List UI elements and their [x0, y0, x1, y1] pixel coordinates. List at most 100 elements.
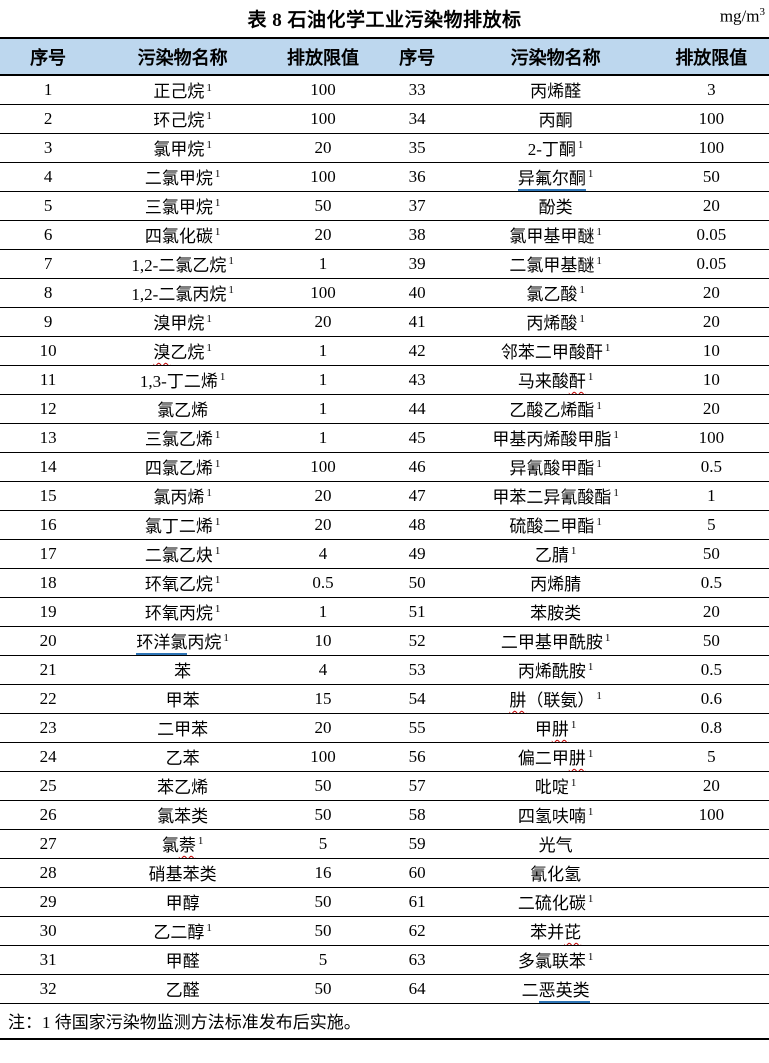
- pollutant-name-cell: 氰化氢: [457, 858, 654, 888]
- serial-cell: 39: [376, 249, 458, 279]
- pollutant-name-cell: 邻苯二甲酸酐 1: [457, 336, 654, 366]
- serial-cell: 23: [0, 713, 97, 743]
- limit-cell: 10: [269, 626, 377, 656]
- pollutant-name-cell: 氯甲基甲醚 1: [457, 220, 654, 250]
- limit-cell: 1: [269, 365, 377, 395]
- table-row: 30 乙二醇 1 50 62 苯并芘: [0, 916, 769, 946]
- table-row: 22 甲苯 15 54 肼（联氨） 1 0.6: [0, 684, 769, 714]
- serial-cell: 44: [376, 394, 458, 424]
- footnote-marker: 1: [587, 893, 594, 906]
- footnote-marker: 1: [577, 139, 584, 152]
- limit-cell: 50: [269, 916, 377, 946]
- pollutant-name-cell: 环洋氯丙烷 1: [96, 626, 270, 656]
- limit-cell: 1: [269, 249, 377, 279]
- pollutant-name-cell: 溴乙烷 1: [96, 336, 270, 366]
- serial-cell: 38: [376, 220, 458, 250]
- pollutant-name-cell: 硝基苯类: [96, 858, 270, 888]
- header-pollutant-right: 污染物名称: [457, 37, 654, 76]
- pollutant-name-cell: 三氯乙烯 1: [96, 423, 270, 453]
- limit-cell: 50: [269, 191, 377, 221]
- table-row: 10 溴乙烷 1 1 42 邻苯二甲酸酐 1 10: [0, 336, 769, 366]
- pollutant-name-cell: 溴甲烷 1: [96, 307, 270, 337]
- pollutant-name-cell: 氯丁二烯 1: [96, 510, 270, 540]
- limit-cell: 0.6: [653, 684, 769, 714]
- pollutant-name-cell: 二氯甲基醚 1: [457, 249, 654, 279]
- limit-cell: 100: [269, 278, 377, 308]
- limit-cell: 5: [653, 742, 769, 772]
- serial-cell: 16: [0, 510, 97, 540]
- footnote-marker: 1: [604, 342, 611, 355]
- serial-cell: 52: [376, 626, 458, 656]
- limit-cell: 1: [269, 336, 377, 366]
- serial-cell: 35: [376, 133, 458, 163]
- pollutant-name-cell: 丙酮: [457, 104, 654, 134]
- table-row: 29 甲醇 50 61 二硫化碳 1: [0, 887, 769, 917]
- footnote-marker: 1: [206, 313, 212, 326]
- pollutant-name-cell: 环氧丙烷 1: [96, 597, 270, 627]
- footnote-marker: 1: [570, 719, 577, 732]
- pollutant-name-cell: 甲苯: [96, 684, 270, 714]
- table-row: 19 环氧丙烷 1 1 51 苯胺类 20: [0, 597, 769, 627]
- table-row: 1 正己烷 1 100 33 丙烯醛 3: [0, 75, 769, 105]
- footnote-marker: 1: [596, 226, 602, 239]
- pollutant-name-cell: 硫酸二甲酯 1: [457, 510, 654, 540]
- limit-cell: 20: [269, 307, 377, 337]
- table-row: 11 1,3-丁二烯 1 1 43 马来酸酐 1 10: [0, 365, 769, 395]
- pollutant-name-cell: 乙二醇 1: [96, 916, 270, 946]
- pollutant-name-cell: 氯丙烯 1: [96, 481, 270, 511]
- footnote-marker: 1: [596, 690, 602, 703]
- table-row: 6 四氯化碳 1 20 38 氯甲基甲醚 1 0.05: [0, 220, 769, 250]
- serial-cell: 43: [376, 365, 458, 395]
- pollutant-name-cell: 甲醛: [96, 945, 270, 975]
- serial-cell: 9: [0, 307, 97, 337]
- note-row: 注：1 待国家污染物监测方法标准发布后实施。: [0, 1003, 769, 1040]
- pollutant-name-cell: 马来酸酐 1: [457, 365, 654, 395]
- serial-cell: 55: [376, 713, 458, 743]
- footnote-marker: 1: [214, 458, 221, 471]
- serial-cell: 45: [376, 423, 458, 453]
- header-limit-right: 排放限值: [653, 37, 769, 76]
- serial-cell: 2: [0, 104, 97, 134]
- limit-cell: 1: [269, 394, 377, 424]
- limit-cell: 20: [653, 278, 769, 308]
- pollutant-name-cell: 光气: [457, 829, 654, 859]
- spellcheck-underline: 芘: [564, 923, 582, 942]
- table-row: 14 四氯乙烯 1 100 46 异氰酸甲酯 1 0.5: [0, 452, 769, 482]
- limit-cell: 50: [653, 162, 769, 192]
- serial-cell: 26: [0, 800, 97, 830]
- pollutant-name-cell: 环己烷 1: [96, 104, 270, 134]
- limit-cell: 3: [653, 75, 769, 105]
- table-row: 26 氯苯类 50 58 四氢呋喃 1 100: [0, 800, 769, 830]
- limit-cell: 20: [653, 307, 769, 337]
- serial-cell: 6: [0, 220, 97, 250]
- pollutant-name-cell: 丙烯醛: [457, 75, 654, 105]
- table-row: 28 硝基苯类 16 60 氰化氢: [0, 858, 769, 888]
- pollutant-name-cell: 氯苯类: [96, 800, 270, 830]
- pollutant-name-cell: 二甲基甲酰胺 1: [457, 626, 654, 656]
- serial-cell: 49: [376, 539, 458, 569]
- pollutant-name-cell: 正己烷 1: [96, 75, 270, 105]
- limit-cell: 50: [269, 887, 377, 917]
- table-row: 20 环洋氯丙烷 1 10 52 二甲基甲酰胺 1 50: [0, 626, 769, 656]
- limit-cell: 50: [653, 626, 769, 656]
- pollutant-name-cell: 氯萘 1: [96, 829, 270, 859]
- serial-cell: 33: [376, 75, 458, 105]
- serial-cell: 42: [376, 336, 458, 366]
- footnote-marker: 1: [604, 632, 611, 645]
- pollutant-name-cell: 甲肼 1: [457, 713, 654, 743]
- header-row: 序号 污染物名称 排放限值 序号 污染物名称 排放限值: [0, 37, 769, 76]
- unit-base: mg/m: [719, 6, 760, 26]
- serial-cell: 1: [0, 75, 97, 105]
- pollutant-name-cell: 苯并芘: [457, 916, 654, 946]
- pollutant-name-cell: 肼（联氨） 1: [457, 684, 654, 714]
- serial-cell: 37: [376, 191, 458, 221]
- limit-cell: [653, 916, 769, 946]
- limit-cell: 20: [269, 481, 377, 511]
- limit-cell: 0.5: [653, 568, 769, 598]
- footnote-marker: 1: [214, 603, 221, 616]
- footnote-marker: 1: [579, 284, 585, 297]
- spellcheck-underline: 肼: [551, 720, 569, 739]
- serial-cell: 31: [0, 945, 97, 975]
- footnote-marker: 1: [214, 429, 221, 442]
- serial-cell: 61: [376, 887, 458, 917]
